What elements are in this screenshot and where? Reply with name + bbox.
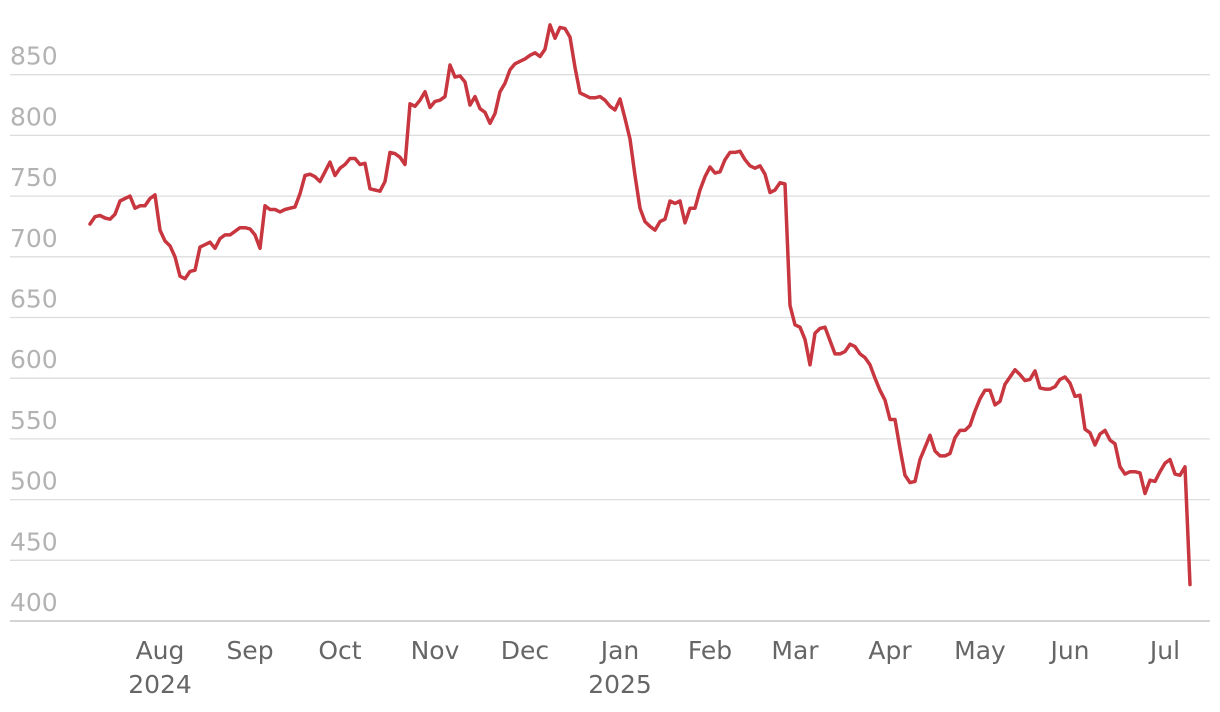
x-tick-label: Aug 2024 bbox=[128, 636, 192, 699]
x-tick-label: May bbox=[954, 636, 1006, 665]
y-tick-label: 400 bbox=[10, 588, 58, 617]
x-tick-label: Jun bbox=[1050, 636, 1090, 665]
x-tick-label: Dec bbox=[500, 636, 550, 665]
x-tick-label: Oct bbox=[318, 636, 362, 665]
y-tick-label: 650 bbox=[10, 285, 58, 314]
y-tick-label: 500 bbox=[10, 467, 58, 496]
x-tick-label: Sep bbox=[226, 636, 274, 665]
y-tick-label: 850 bbox=[10, 42, 58, 71]
x-tick-label: Feb bbox=[687, 636, 733, 665]
x-tick-label: Apr bbox=[868, 636, 912, 665]
y-tick-label: 450 bbox=[10, 527, 58, 556]
price-line bbox=[88, 23, 1192, 587]
x-tick-label: Nov bbox=[410, 636, 460, 665]
y-tick-label: 800 bbox=[10, 102, 58, 131]
y-tick-label: 750 bbox=[10, 163, 58, 192]
x-tick-label: Jul bbox=[1149, 636, 1181, 665]
y-tick-label: 550 bbox=[10, 406, 58, 435]
y-tick-label: 700 bbox=[10, 224, 58, 253]
y-tick-label: 600 bbox=[10, 345, 58, 374]
x-tick-label: Mar bbox=[771, 636, 819, 665]
x-tick-label: Jan 2025 bbox=[588, 636, 652, 699]
